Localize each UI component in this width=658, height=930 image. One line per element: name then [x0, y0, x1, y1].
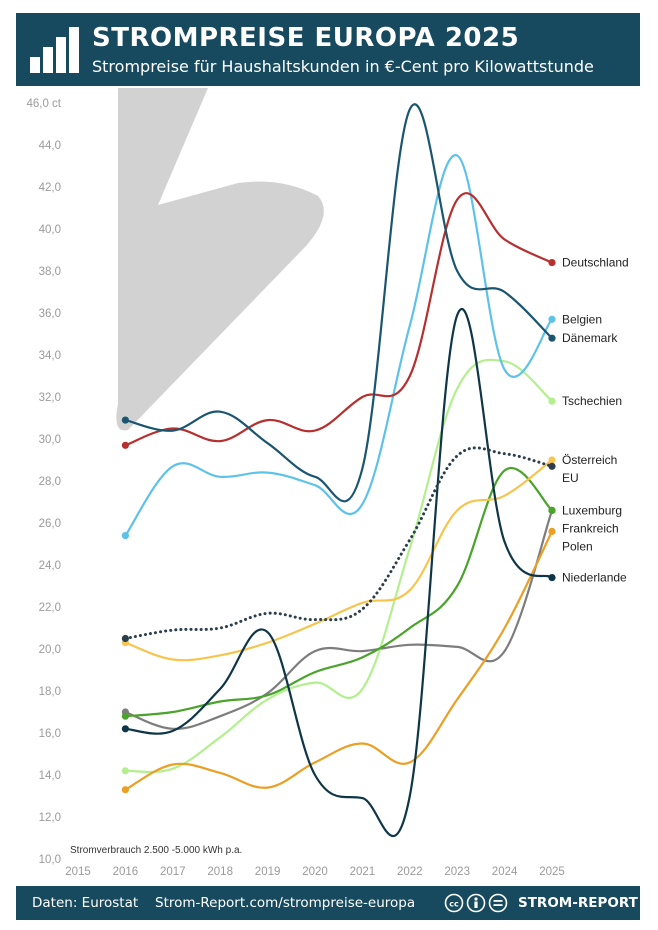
x-tick-label: 2018 — [207, 866, 233, 878]
series-line-polen — [124, 530, 554, 791]
series-line-niederlande — [124, 308, 554, 838]
x-tick-label: 2022 — [397, 866, 423, 878]
series-line-danemark — [124, 103, 554, 503]
y-tick-label: 36,0 — [39, 308, 61, 320]
series-point-danemark — [548, 334, 556, 342]
y-tick-label: 22,0 — [39, 602, 61, 614]
series-point-tschechien — [121, 767, 129, 775]
series-line-luxemburg — [124, 467, 554, 718]
page-subtitle: Strompreise für Haushaltskunden in €-Cen… — [92, 57, 594, 76]
series-label-belgien: Belgien — [562, 312, 602, 326]
data-source: Daten: Eurostat — [32, 895, 139, 911]
series-line-deutschland — [124, 192, 554, 447]
x-tick-label: 2021 — [350, 866, 376, 878]
series-line-belgien — [124, 154, 554, 537]
series-line-osterreich — [124, 458, 554, 662]
series-label-polen: Polen — [562, 539, 593, 553]
y-tick-label: 44,0 — [39, 140, 61, 152]
series-points — [121, 259, 556, 794]
footer-bar: Daten: Eurostat Strom-Report.com/strompr… — [16, 886, 640, 920]
x-tick-label: 2015 — [65, 866, 91, 878]
x-axis: 2015 2016 2017 2018 2019 2020 2021 2022 2023 2024… — [65, 866, 565, 878]
series-point-belgien — [121, 532, 129, 540]
series-lines — [123, 103, 554, 838]
lightning-bolt-icon — [116, 88, 324, 431]
y-tick-label: 46,0 ct — [26, 98, 61, 110]
series-point-tschechien — [548, 397, 556, 405]
y-tick-label: 40,0 — [39, 224, 61, 236]
y-tick-label: 34,0 — [39, 350, 61, 362]
y-tick-label: 24,0 — [39, 560, 61, 572]
series-point-deutschland — [548, 259, 556, 267]
series-label-niederlande: Niederlande — [562, 571, 627, 585]
series-label-tschechien: Tschechien — [562, 394, 622, 408]
y-axis: 10,0 12,0 14,0 16,0 18,0 20,0 22,0 24,0 26,0 28,0… — [26, 98, 61, 866]
series-label-danemark: Dänemark — [562, 331, 618, 345]
series-point-eu — [121, 634, 129, 643]
y-tick-label: 14,0 — [39, 770, 61, 782]
y-tick-label: 18,0 — [39, 686, 61, 698]
x-tick-label: 2024 — [492, 866, 518, 878]
consumption-note: Stromverbrauch 2.500 -5.000 kWh p.a. — [70, 845, 242, 856]
y-tick-label: 10,0 — [39, 854, 61, 866]
x-tick-label: 2017 — [160, 866, 186, 878]
svg-text:cc: cc — [449, 900, 459, 909]
y-tick-label: 30,0 — [39, 434, 61, 446]
series-point-niederlande — [121, 725, 129, 733]
series-point-deutschland — [121, 441, 129, 449]
x-tick-label: 2020 — [302, 866, 328, 878]
cc-by-sa-icon: cc — [444, 893, 508, 913]
x-tick-label: 2016 — [113, 866, 139, 878]
series-point-polen — [121, 786, 129, 794]
series-labels: Deutschland Belgien Dänemark Tschechien Öste… — [562, 256, 629, 585]
series-point-danemark — [121, 416, 129, 424]
y-tick-label: 26,0 — [39, 518, 61, 530]
series-point-niederlande — [548, 574, 556, 582]
series-point-osterreich — [548, 456, 556, 464]
source-link[interactable]: Strom-Report.com/strompreise-europa — [155, 895, 416, 911]
y-tick-label: 12,0 — [39, 812, 61, 824]
series-label-luxemburg: Luxemburg — [562, 503, 622, 517]
brand-name: STROM-REPORT — [518, 895, 638, 911]
series-line-tschechien — [124, 358, 554, 774]
series-line-frankreich — [124, 509, 554, 730]
y-tick-label: 32,0 — [39, 392, 61, 404]
series-point-luxemburg — [548, 506, 556, 514]
y-tick-label: 20,0 — [39, 644, 61, 656]
series-point-belgien — [548, 315, 556, 323]
bar-chart-icon — [30, 27, 79, 73]
series-label-frankreich: Frankreich — [562, 521, 619, 535]
y-tick-label: 38,0 — [39, 266, 61, 278]
series-point-eu — [548, 462, 556, 470]
y-tick-label: 16,0 — [39, 728, 61, 740]
x-tick-label: 2025 — [539, 866, 565, 878]
series-label-deutschland: Deutschland — [562, 256, 629, 270]
series-label-eu: EU — [562, 471, 579, 485]
header-banner: STROMPREISE EUROPA 2025 Strompreise für … — [16, 13, 640, 86]
y-tick-label: 28,0 — [39, 476, 61, 488]
x-tick-label: 2019 — [255, 866, 281, 878]
series-point-polen — [548, 527, 556, 536]
y-tick-label: 42,0 — [39, 182, 61, 194]
series-line-eu — [123, 446, 554, 640]
series-point-luxemburg — [121, 712, 129, 720]
series-label-osterreich: Österreich — [562, 453, 617, 467]
page-title: STROMPREISE EUROPA 2025 — [92, 23, 520, 53]
x-tick-label: 2023 — [444, 866, 470, 878]
